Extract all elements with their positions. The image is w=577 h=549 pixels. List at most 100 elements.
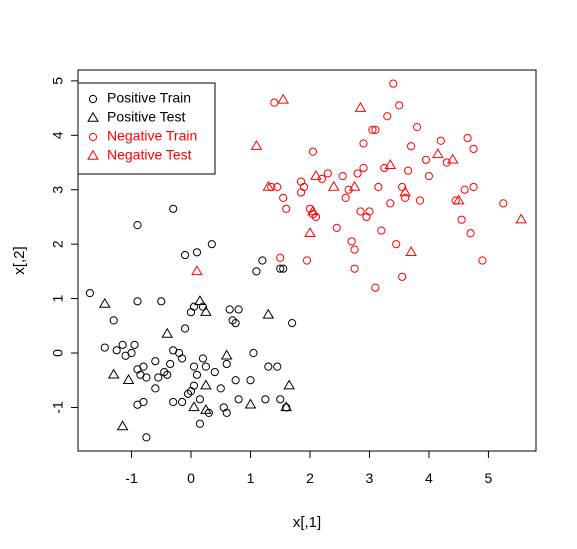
- data-point: [177, 397, 187, 407]
- data-point: [216, 384, 225, 393]
- data-point: [432, 148, 444, 159]
- data-point: [151, 384, 160, 393]
- data-point: [133, 297, 142, 306]
- data-point: [163, 370, 172, 379]
- data-point: [383, 112, 392, 121]
- y-tick-label: 3: [50, 186, 66, 194]
- data-point: [244, 398, 257, 409]
- data-point: [398, 182, 407, 192]
- data-point: [194, 295, 206, 306]
- data-point: [280, 401, 292, 412]
- data-point: [359, 139, 368, 148]
- data-point: [122, 374, 135, 384]
- legend-key: [87, 111, 99, 122]
- data-point: [192, 248, 202, 257]
- data-point: [338, 172, 347, 181]
- data-point: [308, 147, 318, 156]
- data-point: [466, 229, 475, 238]
- data-point: [304, 227, 316, 238]
- data-point: [424, 172, 434, 181]
- data-point: [406, 142, 416, 151]
- y-tick-label: -1: [50, 401, 66, 414]
- data-point: [421, 155, 431, 164]
- data-point: [323, 169, 332, 178]
- series-positive-test: [98, 295, 295, 431]
- data-point: [270, 98, 279, 107]
- data-point: [460, 185, 469, 194]
- legend-key: [88, 94, 98, 104]
- x-tick-label: 3: [366, 470, 374, 486]
- x-tick-label: 0: [187, 470, 195, 486]
- data-point: [392, 240, 401, 249]
- data-point: [151, 357, 160, 366]
- data-point: [308, 210, 318, 219]
- data-point: [515, 213, 527, 224]
- data-point: [374, 182, 383, 192]
- data-point: [311, 212, 321, 222]
- data-point: [130, 340, 139, 349]
- data-point: [302, 256, 312, 265]
- data-point: [469, 182, 478, 192]
- data-point: [189, 302, 199, 311]
- data-point: [222, 359, 231, 369]
- data-point: [169, 204, 178, 213]
- data-point: [344, 185, 353, 194]
- data-point: [219, 403, 228, 412]
- data-point: [127, 348, 136, 358]
- data-point: [261, 395, 270, 404]
- data-point: [189, 362, 199, 371]
- data-point: [359, 163, 368, 173]
- data-point: [139, 362, 148, 371]
- data-point: [200, 306, 212, 316]
- x-tick-label: 5: [485, 470, 493, 486]
- data-point: [258, 256, 267, 265]
- plot-layer: [85, 79, 527, 442]
- data-point: [116, 420, 129, 431]
- data-point: [273, 362, 282, 371]
- data-point: [195, 395, 205, 404]
- data-point: [231, 318, 240, 328]
- data-point: [228, 316, 237, 325]
- data-point: [142, 373, 151, 382]
- y-tick-label: 1: [50, 294, 66, 302]
- data-point: [398, 272, 407, 281]
- data-point: [189, 381, 199, 390]
- x-tick-label: 2: [306, 470, 314, 486]
- data-point: [350, 245, 359, 254]
- x-axis-title: x[,1]: [293, 514, 321, 531]
- data-point: [499, 199, 508, 208]
- data-point: [169, 397, 178, 407]
- data-point: [118, 340, 127, 349]
- legend-entry: Positive Train: [107, 90, 191, 106]
- data-point: [273, 182, 282, 192]
- data-point: [262, 308, 275, 319]
- data-point: [133, 221, 142, 230]
- data-point: [191, 265, 203, 276]
- data-point: [154, 373, 163, 382]
- data-point: [457, 215, 466, 224]
- data-point: [356, 207, 365, 216]
- data-point: [341, 193, 350, 203]
- data-point: [250, 140, 263, 150]
- data-point: [404, 166, 413, 175]
- legend-box: [77, 82, 216, 175]
- data-point: [107, 368, 120, 379]
- data-point: [395, 101, 404, 110]
- data-point: [279, 264, 288, 273]
- data-point: [282, 204, 291, 213]
- data-point: [283, 379, 295, 390]
- data-point: [327, 180, 340, 191]
- axes-layer: -1 0 1 2 3 4 5 -1 0 1 2 3 4 5 x[,1] x[,2]: [11, 69, 537, 531]
- data-point: [353, 169, 362, 178]
- data-point: [452, 194, 465, 205]
- data-point: [415, 196, 425, 205]
- data-point: [389, 79, 398, 88]
- data-point: [200, 379, 212, 390]
- data-point: [225, 305, 234, 314]
- plot-frame: [77, 69, 537, 452]
- data-point: [249, 348, 258, 358]
- data-point: [371, 283, 380, 292]
- data-point: [276, 395, 285, 404]
- data-point: [296, 177, 306, 186]
- legend-entry: Positive Test: [107, 109, 185, 125]
